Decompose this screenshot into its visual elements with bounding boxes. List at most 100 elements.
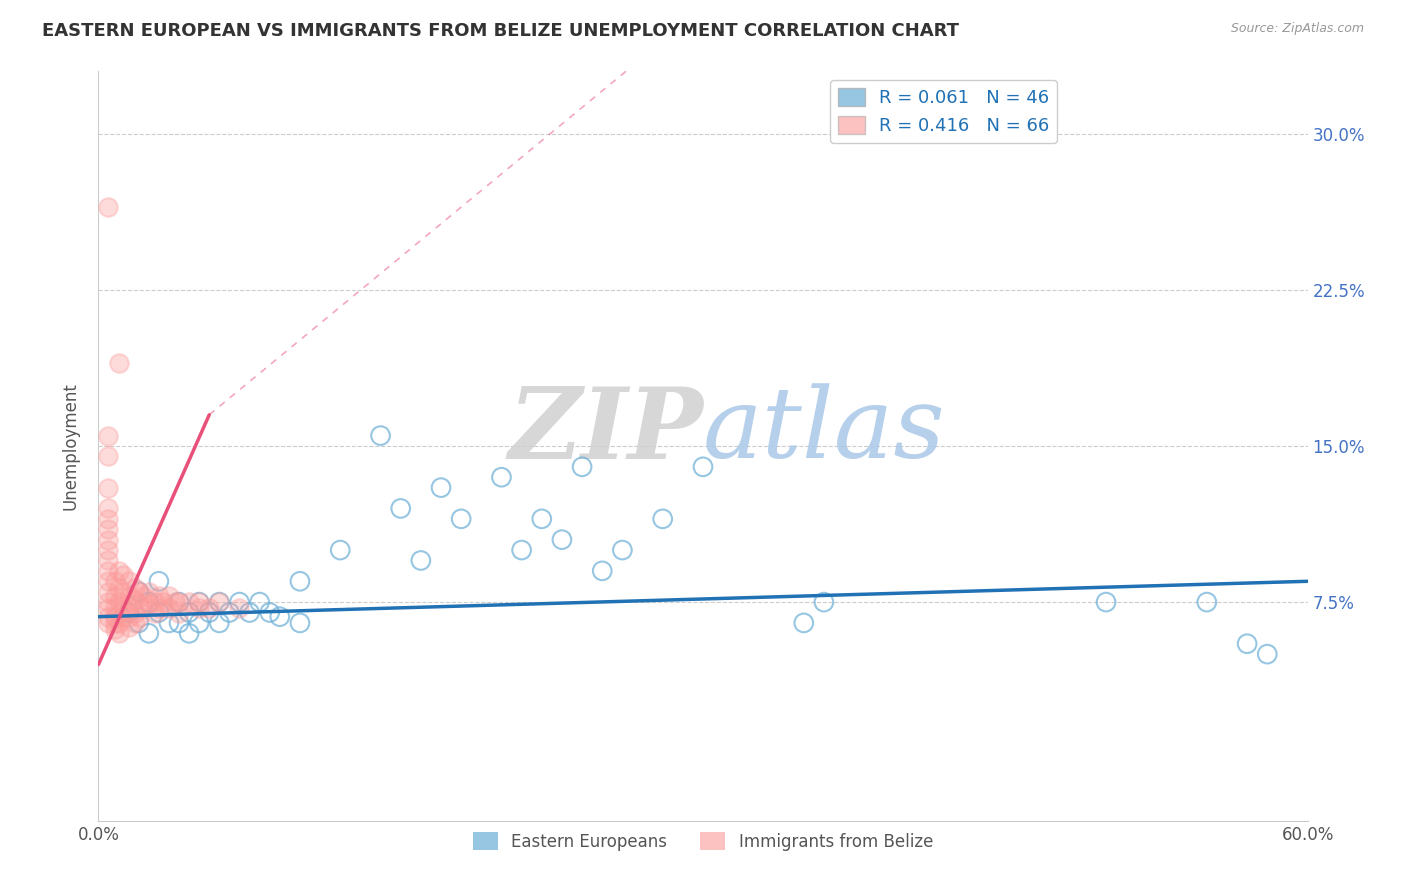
Point bbox=[111, 609, 134, 624]
Point bbox=[103, 574, 125, 589]
Point bbox=[124, 606, 146, 620]
Point bbox=[107, 595, 129, 609]
Point bbox=[118, 606, 141, 620]
Point bbox=[124, 581, 146, 595]
Point bbox=[188, 595, 211, 609]
Point bbox=[450, 512, 472, 526]
Point bbox=[163, 595, 186, 609]
Point bbox=[97, 533, 120, 547]
Text: EASTERN EUROPEAN VS IMMIGRANTS FROM BELIZE UNEMPLOYMENT CORRELATION CHART: EASTERN EUROPEAN VS IMMIGRANTS FROM BELI… bbox=[42, 22, 959, 40]
Point bbox=[97, 564, 120, 578]
Point bbox=[111, 599, 134, 614]
Point bbox=[188, 595, 211, 609]
Point bbox=[1256, 647, 1278, 661]
Point bbox=[228, 601, 250, 615]
Point bbox=[97, 512, 120, 526]
Point bbox=[97, 543, 120, 558]
Point bbox=[97, 481, 120, 495]
Point bbox=[128, 615, 150, 630]
Point bbox=[97, 595, 120, 609]
Point bbox=[269, 609, 291, 624]
Point bbox=[198, 601, 221, 615]
Point bbox=[179, 595, 201, 609]
Legend: Eastern Europeans, Immigrants from Belize: Eastern Europeans, Immigrants from Beliz… bbox=[467, 826, 939, 857]
Point bbox=[188, 601, 211, 615]
Point bbox=[152, 595, 174, 609]
Point bbox=[259, 606, 281, 620]
Point bbox=[118, 609, 141, 624]
Point bbox=[571, 459, 593, 474]
Point bbox=[97, 450, 120, 464]
Point bbox=[97, 574, 120, 589]
Point bbox=[124, 615, 146, 630]
Point bbox=[107, 615, 129, 630]
Point bbox=[118, 620, 141, 634]
Point bbox=[128, 584, 150, 599]
Point bbox=[107, 606, 129, 620]
Point bbox=[430, 481, 453, 495]
Point bbox=[1195, 595, 1218, 609]
Point bbox=[218, 606, 240, 620]
Point bbox=[208, 595, 231, 609]
Point bbox=[148, 601, 170, 615]
Text: atlas: atlas bbox=[703, 384, 946, 479]
Point bbox=[179, 606, 201, 620]
Text: Source: ZipAtlas.com: Source: ZipAtlas.com bbox=[1230, 22, 1364, 36]
Point bbox=[591, 564, 613, 578]
Point bbox=[138, 597, 160, 611]
Point bbox=[138, 626, 160, 640]
Text: ZIP: ZIP bbox=[508, 383, 703, 479]
Point bbox=[1095, 595, 1118, 609]
Y-axis label: Unemployment: Unemployment bbox=[62, 382, 80, 510]
Point bbox=[143, 606, 166, 620]
Point bbox=[510, 543, 533, 558]
Point bbox=[148, 589, 170, 603]
Point bbox=[148, 606, 170, 620]
Point bbox=[179, 626, 201, 640]
Point bbox=[97, 200, 120, 214]
Point bbox=[288, 615, 311, 630]
Point bbox=[124, 593, 146, 607]
Point bbox=[370, 428, 392, 442]
Point bbox=[97, 501, 120, 516]
Point bbox=[143, 595, 166, 609]
Point bbox=[530, 512, 553, 526]
Point bbox=[97, 615, 120, 630]
Point bbox=[612, 543, 634, 558]
Point bbox=[103, 622, 125, 636]
Point bbox=[107, 626, 129, 640]
Point bbox=[157, 601, 180, 615]
Point bbox=[228, 595, 250, 609]
Point bbox=[249, 595, 271, 609]
Point bbox=[167, 595, 190, 609]
Point bbox=[118, 574, 141, 589]
Point bbox=[97, 609, 120, 624]
Point bbox=[107, 564, 129, 578]
Point bbox=[409, 553, 432, 567]
Point bbox=[103, 601, 125, 615]
Point bbox=[167, 595, 190, 609]
Point bbox=[103, 609, 125, 624]
Point bbox=[329, 543, 352, 558]
Point bbox=[148, 574, 170, 589]
Point bbox=[188, 615, 211, 630]
Point bbox=[103, 589, 125, 603]
Point bbox=[491, 470, 513, 484]
Point bbox=[793, 615, 815, 630]
Point bbox=[138, 595, 160, 609]
Point bbox=[167, 615, 190, 630]
Point bbox=[103, 615, 125, 630]
Point bbox=[97, 522, 120, 536]
Point bbox=[97, 553, 120, 567]
Point bbox=[107, 581, 129, 595]
Point bbox=[239, 606, 262, 620]
Point bbox=[118, 589, 141, 603]
Point bbox=[157, 615, 180, 630]
Point bbox=[111, 568, 134, 582]
Point bbox=[111, 584, 134, 599]
Point bbox=[128, 609, 150, 624]
Point bbox=[208, 595, 231, 609]
Point bbox=[97, 601, 120, 615]
Point bbox=[692, 459, 714, 474]
Point bbox=[167, 606, 190, 620]
